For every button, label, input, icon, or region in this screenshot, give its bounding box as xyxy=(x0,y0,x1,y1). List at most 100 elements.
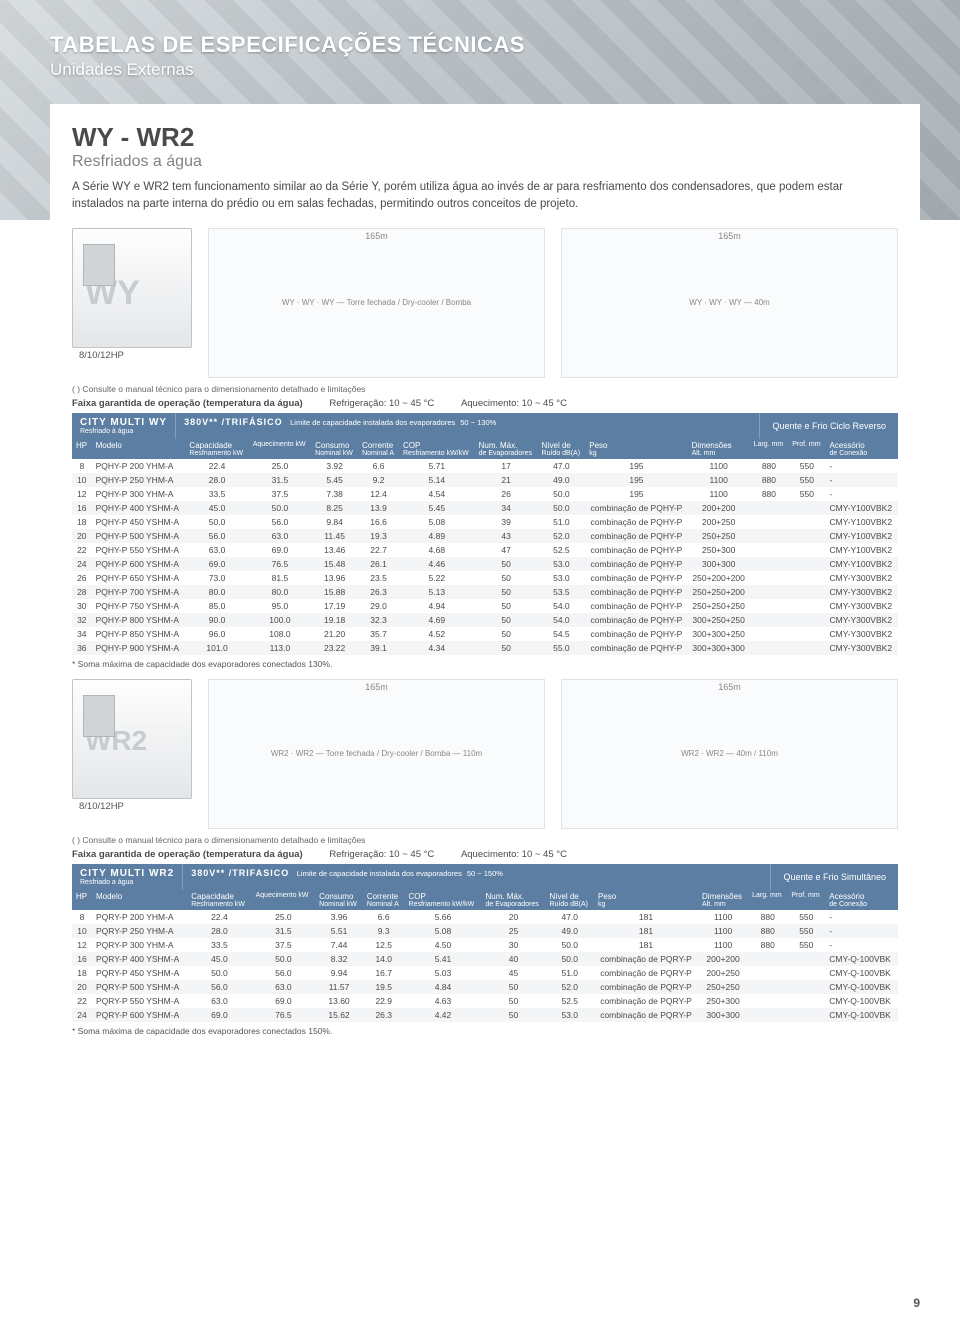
table-cell: 23.5 xyxy=(358,571,399,585)
table-cell: CMY-Y300VBK2 xyxy=(826,613,898,627)
table-cell: 17 xyxy=(475,459,538,473)
table-cell: 15.62 xyxy=(315,1008,363,1022)
table-cell xyxy=(750,641,789,655)
table-cell: combinação de PQRY-P xyxy=(594,966,698,980)
table-cell: 22.9 xyxy=(363,994,405,1008)
table-cell: 76.5 xyxy=(252,1008,316,1022)
table-cell: 50.0 xyxy=(187,966,251,980)
table-row: 8PQRY-P 200 YHM-A22.425.03.966.65.662047… xyxy=(72,910,898,924)
table-cell: 5.13 xyxy=(399,585,475,599)
table-cell: 9.94 xyxy=(315,966,363,980)
table-cell: 880 xyxy=(750,473,789,487)
table-cell: 22.7 xyxy=(358,543,399,557)
table-cell: 4.69 xyxy=(399,613,475,627)
intro-text: A Série WY e WR2 tem funcionamento simil… xyxy=(72,179,892,214)
column-header: Num. Máx.de Evaporadores xyxy=(481,890,545,910)
table-cell: 90.0 xyxy=(185,613,248,627)
table-cell: 63.0 xyxy=(185,543,248,557)
table-cell: 15.88 xyxy=(311,585,358,599)
table-cell xyxy=(748,980,787,994)
table-row: 12PQRY-P 300 YHM-A33.537.57.4412.54.5030… xyxy=(72,938,898,952)
table-cell xyxy=(787,980,825,994)
wr2-spec-table: HPModeloCapacidadeResfriamento kWAquecim… xyxy=(72,890,898,1022)
table-cell: 63.0 xyxy=(249,529,311,543)
table-cell: 31.5 xyxy=(249,473,311,487)
table-cell: 1100 xyxy=(688,487,750,501)
table-cell: 20 xyxy=(72,980,92,994)
table-row: 20PQHY-P 500 YSHM-A56.063.011.4519.34.89… xyxy=(72,529,898,543)
table-cell: 56.0 xyxy=(249,515,311,529)
table-cell: 13.46 xyxy=(311,543,358,557)
table-cell: 15.48 xyxy=(311,557,358,571)
table-row: 16PQHY-P 400 YSHM-A45.050.08.2513.95.453… xyxy=(72,501,898,515)
table-cell: 18 xyxy=(72,515,92,529)
table-cell: combinação de PQRY-P xyxy=(594,952,698,966)
table-cell: 880 xyxy=(750,487,789,501)
table-cell: 4.89 xyxy=(399,529,475,543)
wr2-footnote: * Soma máxima de capacidade dos evaporad… xyxy=(72,1026,898,1036)
table-cell: 51.0 xyxy=(538,515,586,529)
table-cell: 50 xyxy=(475,585,538,599)
table-cell: 51.0 xyxy=(545,966,594,980)
column-header: Nível deRuído dB(A) xyxy=(545,890,594,910)
table-row: 30PQHY-P 750 YSHM-A85.095.017.1929.04.94… xyxy=(72,599,898,613)
table-cell: 50.0 xyxy=(252,952,316,966)
table-cell: CMY-Q-100VBK xyxy=(825,966,898,980)
table-row: 18PQRY-P 450 YSHM-A50.056.09.9416.75.034… xyxy=(72,966,898,980)
table-cell: 880 xyxy=(750,459,789,473)
table-cell: 28.0 xyxy=(185,473,248,487)
table-cell: 11.45 xyxy=(311,529,358,543)
table-cell: 300+300 xyxy=(698,1008,748,1022)
table-cell: 4.63 xyxy=(405,994,482,1008)
wr2-band: CITY MULTI WR2 Resfriado a água 380V** /… xyxy=(72,864,898,890)
table-cell xyxy=(748,1008,787,1022)
table-cell xyxy=(788,557,825,571)
table-cell: 195 xyxy=(585,487,687,501)
table-cell: 181 xyxy=(594,938,698,952)
table-cell: combinação de PQHY-P xyxy=(585,515,687,529)
table-cell: 300+300 xyxy=(688,557,750,571)
table-cell: combinação de PQHY-P xyxy=(585,543,687,557)
table-cell: 13.96 xyxy=(311,571,358,585)
table-cell: 195 xyxy=(585,459,687,473)
table-cell: 4.68 xyxy=(399,543,475,557)
table-cell: 19.5 xyxy=(363,980,405,994)
wr2-piping-diagram-1: 165m WR2 · WR2 — Torre fechada / Dry-coo… xyxy=(208,679,545,829)
table-cell: 100.0 xyxy=(249,613,311,627)
table-cell: 26 xyxy=(72,571,92,585)
column-header: Num. Máx.de Evaporadores xyxy=(475,439,538,459)
table-row: 36PQHY-P 900 YSHM-A101.0113.023.2239.14.… xyxy=(72,641,898,655)
table-cell: 26.3 xyxy=(358,585,399,599)
column-header: Aquecimento kW xyxy=(249,439,311,459)
table-cell: 16.6 xyxy=(358,515,399,529)
wr2-diagram-note: ( ) Consulte o manual técnico para o dim… xyxy=(72,835,898,845)
table-cell: 250+250+250 xyxy=(688,599,750,613)
table-cell: 250+200+200 xyxy=(688,571,750,585)
model-label: 8/10/12HP xyxy=(79,350,124,361)
diagram-note: ( ) Consulte o manual técnico para o dim… xyxy=(72,384,898,394)
wy-spec-table: HPModeloCapacidadeResfriamento kWAquecim… xyxy=(72,439,898,655)
table-cell xyxy=(787,994,825,1008)
table-cell: 26.3 xyxy=(363,1008,405,1022)
table-cell: 24 xyxy=(72,557,92,571)
table-cell: 10 xyxy=(72,473,92,487)
column-header: DimensõesAlt. mm xyxy=(688,439,750,459)
table-cell: 300+300+300 xyxy=(688,641,750,655)
wr2-model-label: 8/10/12HP xyxy=(79,801,124,812)
column-header: CorrenteNominal A xyxy=(363,890,405,910)
table-cell: 250+300 xyxy=(698,994,748,1008)
table-cell: 50 xyxy=(481,980,545,994)
table-cell: combinação de PQHY-P xyxy=(585,585,687,599)
table-cell: 50 xyxy=(475,627,538,641)
table-cell: CMY-Q-100VBK xyxy=(825,1008,898,1022)
table-cell: - xyxy=(826,473,898,487)
table-cell xyxy=(788,599,825,613)
table-cell: 17.19 xyxy=(311,599,358,613)
table-row: 26PQHY-P 650 YSHM-A73.081.513.9623.55.22… xyxy=(72,571,898,585)
table-cell: 25.0 xyxy=(249,459,311,473)
table-cell: 22 xyxy=(72,543,92,557)
table-cell: 52.5 xyxy=(545,994,594,1008)
table-cell: 28 xyxy=(72,585,92,599)
table-cell: 50 xyxy=(475,557,538,571)
table-cell: 181 xyxy=(594,924,698,938)
